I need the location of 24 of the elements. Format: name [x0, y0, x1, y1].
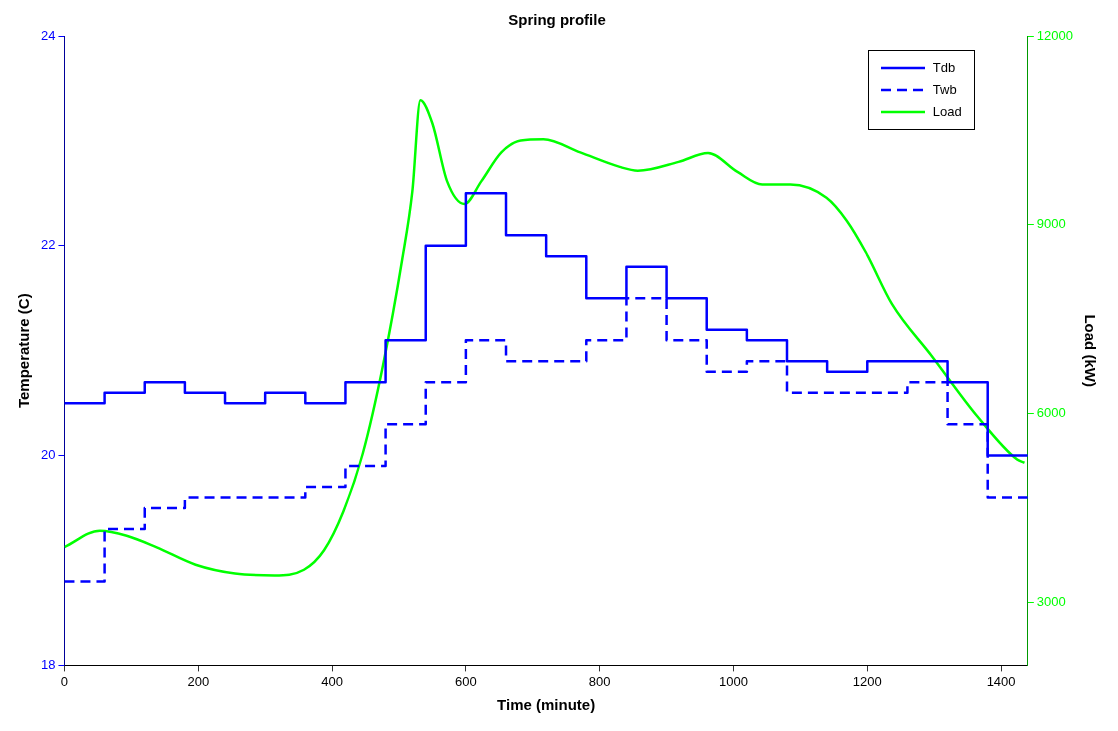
x-tick-label: 200 — [187, 673, 210, 689]
y-tick-label: 24 — [40, 27, 56, 43]
x-tick-label: 800 — [588, 673, 611, 689]
x-tick-label: 600 — [455, 673, 477, 689]
y-tick-label: 22 — [40, 237, 56, 253]
x-tick-label: 0 — [60, 673, 69, 689]
x-tick-label: 1200 — [852, 673, 882, 689]
y2-tick-label: 6000 — [1036, 405, 1066, 421]
x-tick-label: 400 — [321, 673, 343, 689]
chart-title: Spring profile — [508, 11, 606, 29]
y-tick-label: 20 — [40, 447, 56, 463]
line-series — [64, 98, 1026, 577]
y-axis-title: Temperature (C) — [15, 293, 33, 409]
x-axis-title: Time (minute) — [497, 696, 596, 714]
y2-tick-label: 12000 — [1036, 27, 1074, 43]
y-tick-label: 18 — [40, 656, 56, 672]
y2-tick-label: 3000 — [1036, 594, 1066, 610]
legend-label: Twb — [932, 81, 957, 99]
legend-label: Load — [932, 103, 962, 121]
y2-axis-title: Load (kW) — [1081, 314, 1099, 387]
x-tick-label: 1000 — [719, 673, 748, 689]
x-tick-label: 1400 — [986, 673, 1016, 689]
legend-label: Tdb — [932, 59, 956, 77]
y2-tick-label: 9000 — [1036, 216, 1066, 232]
